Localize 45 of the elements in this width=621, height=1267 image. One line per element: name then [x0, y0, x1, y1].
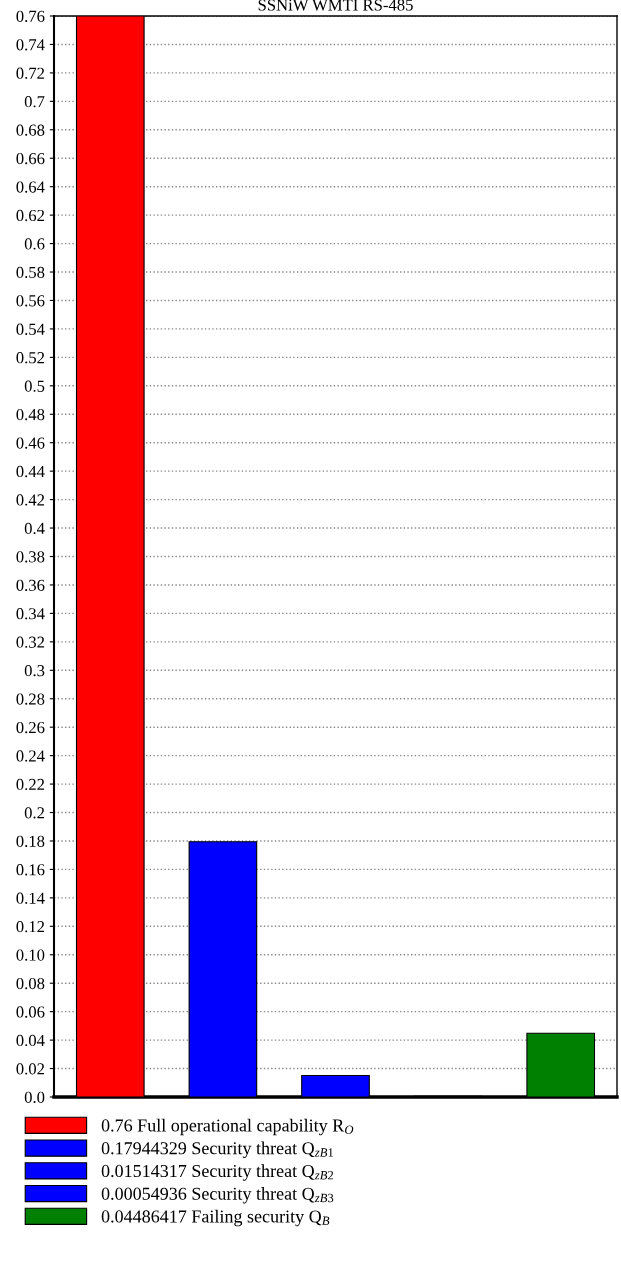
y-tick-label: 0.6	[24, 238, 45, 250]
y-tick-label: 0.28	[16, 693, 45, 705]
y-tick-label: 0.18	[16, 835, 45, 847]
y-tick-label: 0.16	[16, 864, 45, 876]
y-tick-label: 0.7	[24, 96, 45, 108]
y-tick-label: 0.2	[24, 807, 45, 819]
y-tick-label: 0.32	[16, 636, 45, 648]
y-tick-label: 0.38	[16, 551, 45, 563]
y-tick-label: 0.4	[24, 522, 45, 535]
y-tick-label: 0.26	[16, 721, 45, 734]
y-tick-label: 0.08	[16, 977, 45, 990]
legend-label: 0.04486417 Failing security Q$_{B}$	[101, 1209, 330, 1227]
y-tick-label: 0.46	[16, 437, 45, 449]
y-tick-label: 0.34	[16, 608, 45, 620]
y-tick-label: 0.02	[16, 1063, 45, 1075]
y-tick-label: 0.22	[16, 778, 45, 791]
legend-label: 0.00054936 Security threat Q$_{zB3}$	[101, 1187, 334, 1204]
y-tick-label: 0.36	[16, 579, 45, 591]
legend-label: 0.01514317 Security threat Q$_{zB2}$	[101, 1164, 334, 1181]
chart-title: SSNiW WMTI RS-485	[258, 0, 413, 11]
y-tick-label: 0.58	[16, 266, 45, 279]
y-tick-label: 0.68	[16, 124, 45, 136]
y-tick-label: 0.12	[16, 921, 45, 933]
y-tick-label: 0.06	[16, 1006, 45, 1018]
y-tick-label: 0.44	[16, 465, 45, 478]
y-tick-label: 0.66	[16, 152, 45, 165]
y-tick-label: 0.3	[24, 664, 45, 677]
y-tick-label: 0.10	[16, 949, 45, 961]
legend-label: 0.76 Full operational capability R$_{O}$	[101, 1118, 354, 1136]
y-tick-label: 0.52	[16, 352, 45, 364]
y-tick-label: 0.0	[24, 1091, 45, 1104]
y-tick-label: 0.5	[24, 380, 45, 392]
y-tick-label: 0.72	[16, 67, 45, 79]
legend-label: 0.17944329 Security threat Q$_{zB1}$	[101, 1141, 334, 1159]
y-tick-label: 0.74	[16, 39, 45, 51]
y-tick-label: 0.62	[16, 209, 45, 222]
y-tick-label: 0.64	[16, 181, 45, 193]
y-tick-label: 0.48	[16, 408, 45, 421]
y-tick-label: 0.42	[16, 494, 45, 506]
y-tick-label: 0.54	[16, 323, 45, 335]
y-tick-label: 0.14	[16, 892, 45, 904]
y-tick-label: 0.76	[16, 10, 45, 23]
y-tick-label: 0.04	[16, 1034, 45, 1047]
y-tick-label: 0.56	[16, 295, 45, 307]
y-tick-label: 0.24	[16, 750, 45, 762]
